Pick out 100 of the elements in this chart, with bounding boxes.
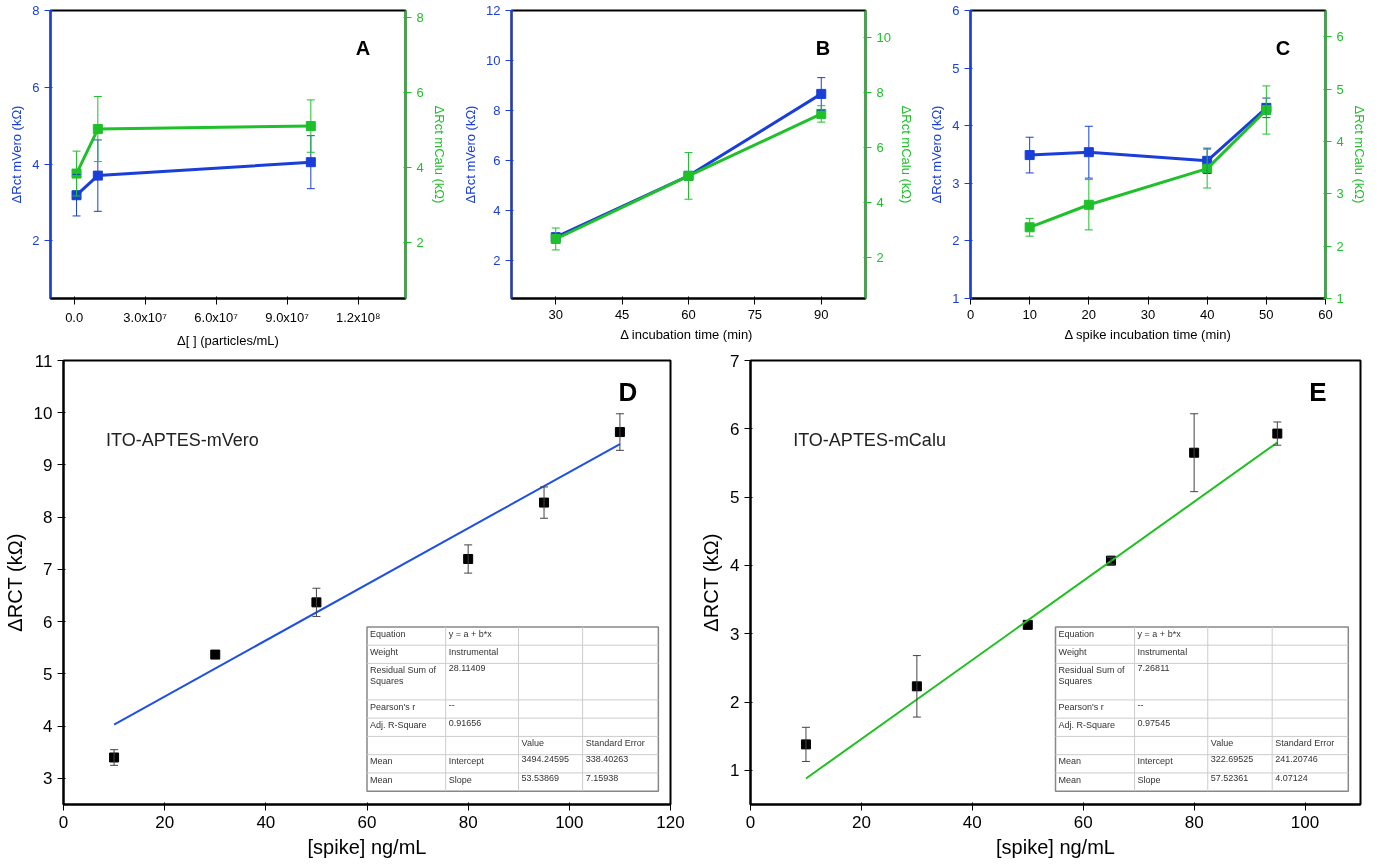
- y-tick-label: 4: [32, 156, 40, 172]
- annotation: Value: [521, 738, 544, 749]
- y-tick-label: 10: [33, 403, 53, 423]
- y-tick-label: 5: [730, 488, 740, 508]
- annotation: Value: [1210, 738, 1234, 749]
- y2-tick-label: 4: [1336, 133, 1344, 149]
- x-tick-label: 120: [656, 812, 685, 832]
- x-tick-label: 0: [58, 812, 69, 832]
- x-tick-label: 10: [1022, 306, 1037, 322]
- y2-axis-title: ΔRct mCalu (kΩ): [898, 105, 914, 204]
- annotation: Adj. R-Square: [1058, 719, 1116, 730]
- y-tick-label: 4: [493, 203, 501, 219]
- y-tick-label: 9: [43, 455, 53, 475]
- x-tick-label: 60: [681, 306, 696, 322]
- y2-tick-label: 8: [876, 85, 884, 101]
- annotation: 0.91656: [448, 717, 482, 728]
- x-tick-label: 30: [548, 306, 563, 322]
- y-tick-label: 1: [730, 761, 740, 781]
- y2-tick-label: 6: [876, 140, 884, 156]
- y2-tick-label: 2: [876, 249, 884, 265]
- annotation: Equation: [370, 628, 406, 639]
- annotation: Standard Error: [585, 738, 645, 749]
- annotation: Pearson's r: [1058, 701, 1104, 712]
- annotation: Slope: [448, 774, 472, 785]
- y-tick-label: 6: [43, 612, 53, 632]
- annotation: 3494.24595: [521, 754, 570, 765]
- x-tick-label: 90: [814, 306, 829, 322]
- y2-tick-label: 4: [876, 195, 884, 210]
- y-axis-title: ΔRct mVero (kΩ): [929, 105, 945, 204]
- y-tick-label: 1: [952, 291, 960, 306]
- y-tick-label: 8: [493, 103, 501, 119]
- x-tick-label: 30: [1140, 306, 1156, 322]
- x-tick-label: 100: [1290, 812, 1320, 832]
- y2-tick-label: 10: [876, 30, 891, 46]
- annotation: C: [1275, 36, 1291, 59]
- annotation: Residual Sum of Squares: [370, 665, 437, 687]
- annotation: 7.15938: [585, 772, 619, 783]
- x-tick-label: 0.0: [65, 309, 84, 325]
- annotation: Mean: [1058, 756, 1082, 767]
- y-tick-label: 2: [493, 253, 501, 269]
- y-tick-label: 7: [43, 560, 53, 580]
- annotation: ITO-APTES-mVero: [105, 430, 259, 451]
- annotation: Intercept: [1137, 756, 1174, 767]
- y-tick-label: 8: [43, 508, 53, 528]
- y-axis-title: ΔRct mVero (kΩ): [463, 105, 479, 204]
- y-tick-label: 12: [486, 3, 501, 18]
- y-tick-label: 4: [952, 118, 960, 134]
- y-axis-title: ΔRCT (kΩ): [3, 533, 26, 632]
- annotation: 241.20746: [1275, 754, 1318, 765]
- annotation: Intercept: [448, 756, 485, 767]
- annotation: 57.52361: [1210, 772, 1249, 783]
- annotation: A: [355, 36, 371, 59]
- annotation: Standard Error: [1275, 738, 1335, 749]
- annotation: B: [815, 36, 831, 59]
- x-tick-label: 9.0x10⁷: [265, 309, 310, 325]
- y2-tick-label: 1: [1336, 291, 1344, 306]
- annotation: --: [1137, 699, 1144, 710]
- annotation: Mean: [1058, 774, 1082, 785]
- y-tick-label: 2: [730, 693, 740, 713]
- x-tick-label: 50: [1259, 306, 1274, 322]
- annotation: 322.69525: [1210, 754, 1254, 765]
- annotation: 28.11409: [448, 663, 486, 674]
- x-tick-label: 1.2x10⁸: [335, 309, 381, 325]
- y-tick-label: 2: [32, 233, 40, 249]
- x-tick-label: 3.0x10⁷: [123, 309, 168, 325]
- y-axis-title: ΔRCT (kΩ): [700, 533, 723, 632]
- y2-tick-label: 5: [1336, 81, 1344, 97]
- y-tick-label: 6: [952, 3, 960, 18]
- y-tick-label: 3: [43, 769, 53, 789]
- annotation: Mean: [370, 756, 393, 767]
- y2-tick-label: 4: [416, 160, 424, 176]
- y-tick-label: 7: [730, 351, 740, 371]
- x-tick-label: 75: [747, 306, 763, 322]
- x-tick-label: 0: [745, 812, 756, 832]
- y2-tick-label: 2: [1336, 238, 1344, 254]
- annotation: 0.97545: [1137, 717, 1171, 728]
- y-tick-label: 8: [32, 3, 40, 18]
- x-tick-label: 80: [1184, 812, 1204, 832]
- y-tick-label: 5: [43, 664, 53, 684]
- annotation: Instrumental: [1137, 646, 1188, 657]
- y-axis-title: ΔRct mVero (kΩ): [9, 105, 25, 204]
- y-tick-label: 2: [952, 233, 960, 249]
- annotation: --: [448, 699, 455, 710]
- y2-axis-title: ΔRct mCalu (kΩ): [431, 105, 447, 204]
- x-tick-label: 40: [256, 812, 276, 832]
- x-axis-title: Δ spike incubation time (min): [1064, 326, 1231, 342]
- y2-axis-title: ΔRct mCalu (kΩ): [1351, 105, 1367, 204]
- x-tick-label: 60: [357, 812, 377, 832]
- annotation: Equation: [1058, 628, 1095, 639]
- annotation: Instrumental: [448, 646, 499, 657]
- annotation: 7.26811: [1137, 663, 1170, 674]
- x-tick-label: 100: [555, 812, 584, 832]
- y-tick-label: 4: [43, 717, 53, 737]
- x-tick-label: 45: [614, 306, 630, 322]
- annotation: 338.40263: [585, 754, 629, 765]
- x-axis-title: Δ incubation time (min): [620, 326, 753, 342]
- y2-tick-label: 6: [1336, 29, 1344, 45]
- x-tick-label: 6.0x10⁷: [194, 309, 239, 325]
- x-axis-title: [spike] ng/mL: [996, 835, 1115, 858]
- x-tick-label: 0: [966, 306, 975, 322]
